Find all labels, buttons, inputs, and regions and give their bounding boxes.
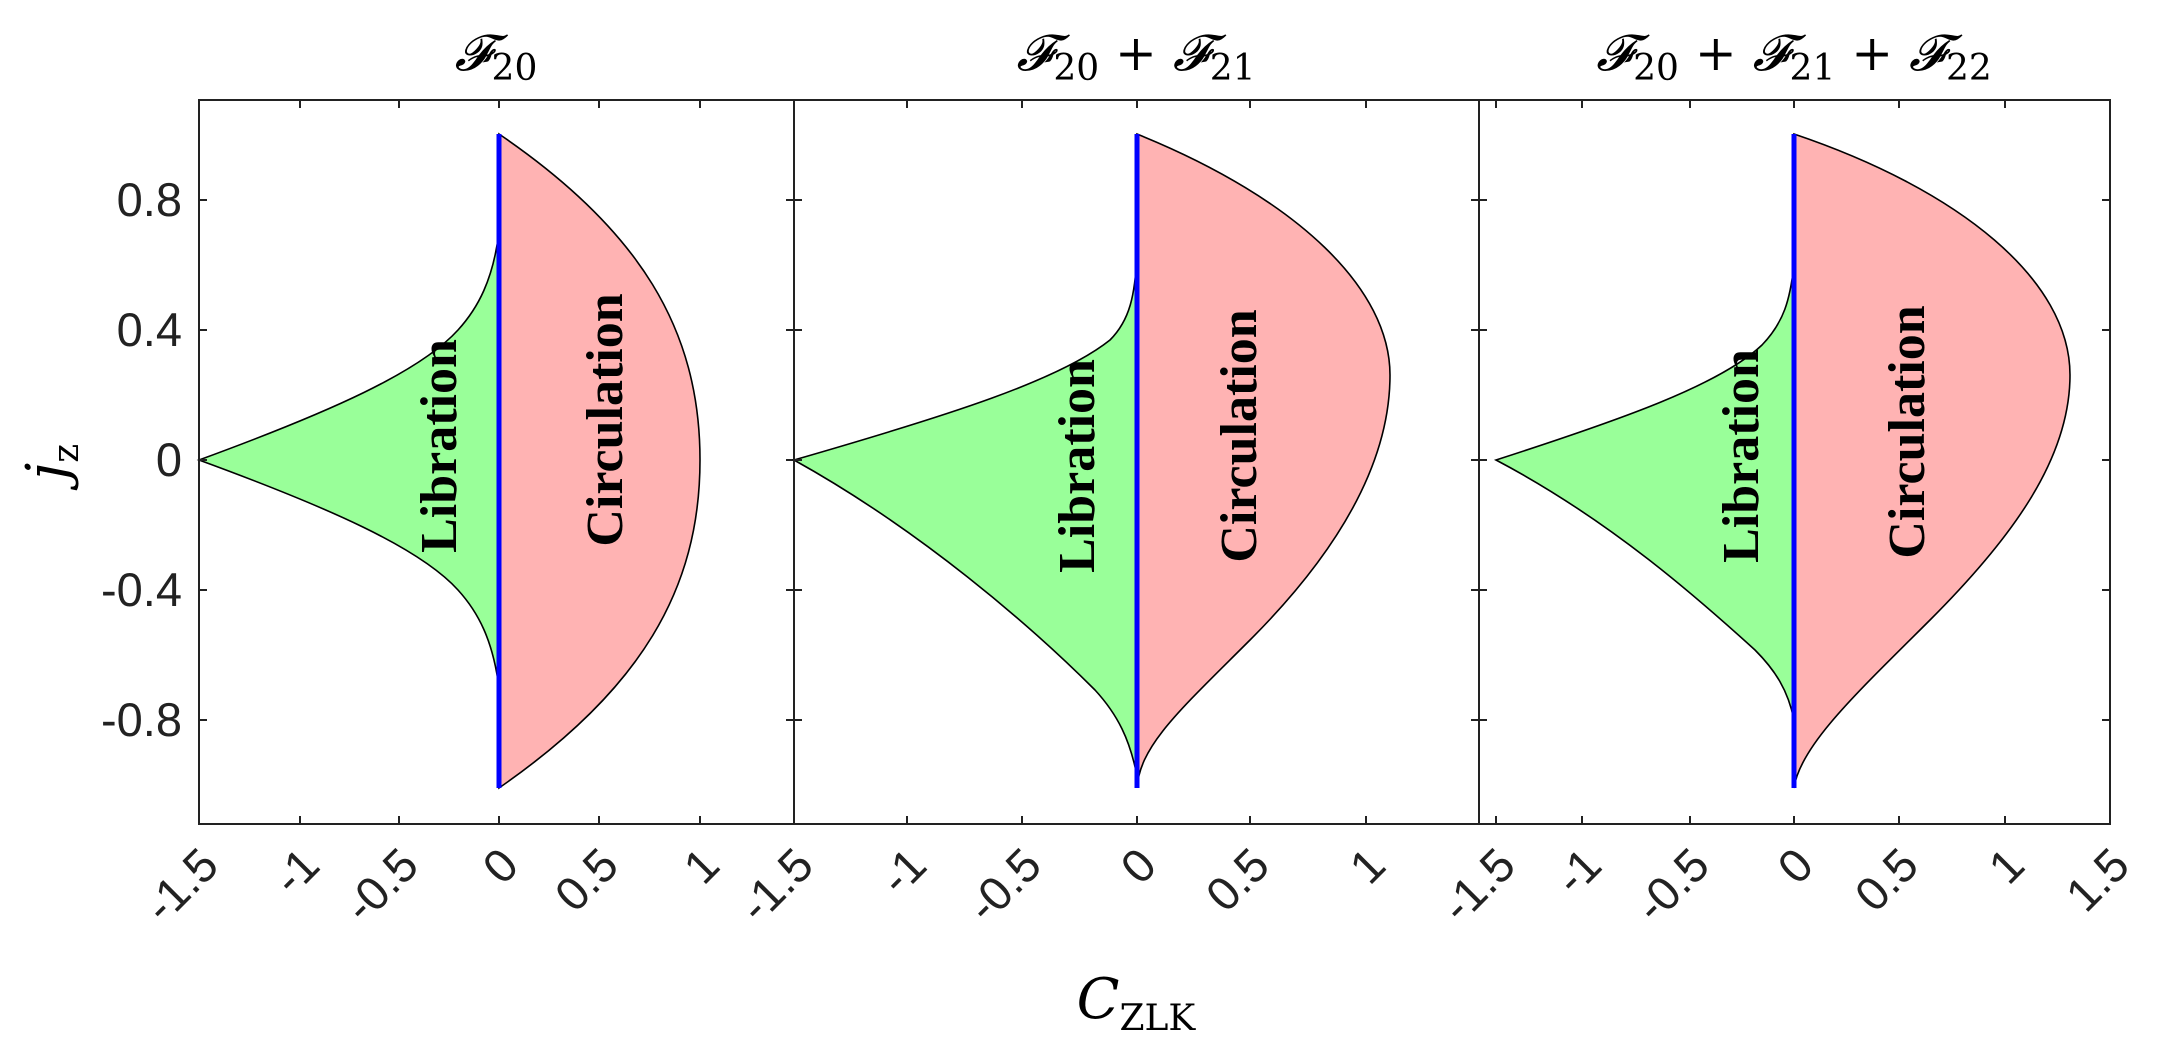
x-tick-label: -1.5 — [728, 838, 823, 933]
title-subscript: 21 — [1790, 48, 1836, 89]
circulation-label: Circulation — [1211, 309, 1268, 562]
x-tick-label: 1 — [673, 838, 729, 894]
x-tick-label: -0.5 — [333, 838, 428, 933]
libration-label: Libration — [1713, 349, 1770, 563]
libration-label: Libration — [411, 339, 468, 553]
title-subscript: 20 — [492, 48, 538, 89]
y-tick-label: -0.4 — [101, 563, 182, 616]
x-tick-label: -1 — [1544, 838, 1611, 905]
x-axis-label: CZLK — [1077, 967, 1197, 1039]
title-subscript: 21 — [1210, 48, 1256, 89]
x-tick-label: 0.5 — [1844, 838, 1928, 922]
x-tick-label: -0.5 — [956, 838, 1051, 933]
libration-label: Libration — [1049, 359, 1106, 573]
x-tick-label: 0.5 — [1195, 838, 1279, 922]
panel-title: 𝓕20 + 𝓕21 + 𝓕22 — [1596, 24, 1992, 89]
x-tick-label: 0.5 — [544, 838, 628, 922]
x-tick-label: 1 — [1339, 838, 1395, 894]
y-axis-symbol: j — [15, 463, 80, 491]
circulation-region — [1793, 132, 2071, 789]
circulation-label: Circulation — [1879, 305, 1936, 558]
y-ticks: -0.8 -0.4 0 0.4 0.8 — [101, 173, 182, 746]
circulation-region — [1136, 132, 1391, 789]
title-subscript: 20 — [1053, 48, 1099, 89]
x-tick-label: 0 — [472, 838, 528, 894]
plus-sign: + — [1835, 24, 1909, 82]
plus-sign: + — [1099, 24, 1173, 82]
circulation-region — [498, 132, 701, 790]
y-tick-label: -0.8 — [101, 693, 182, 746]
x-tick-label: 0 — [1110, 838, 1166, 894]
x-axis-subscript: ZLK — [1120, 998, 1197, 1039]
panel-f20-f21: Libration Circulation 𝓕20 + 𝓕21 -1.5 -1 -0… — [728, 24, 1480, 933]
y-tick-label: 0.4 — [117, 303, 182, 356]
x-tick-label: 1 — [1978, 838, 2034, 894]
x-axis-symbol: C — [1077, 967, 1120, 1032]
y-tick-label: 0 — [156, 433, 182, 486]
panel-f20: Libration Circulation 𝓕20 -1.5 -1 -0.5 0 0.5… — [101, 24, 795, 933]
plus-sign: + — [1679, 24, 1753, 82]
panel-title: 𝓕20 — [455, 24, 538, 89]
x-tick-label: -0.5 — [1624, 838, 1719, 933]
panel-title: 𝓕20 + 𝓕21 — [1016, 24, 1255, 89]
x-tick-label: 0 — [1767, 838, 1823, 894]
title-subscript: 20 — [1633, 48, 1679, 89]
x-tick-label: -1 — [262, 838, 329, 905]
title-subscript: 22 — [1946, 48, 1992, 89]
x-tick-label: -1.5 — [133, 838, 228, 933]
x-tick-label: 1.5 — [2055, 838, 2139, 922]
x-tick-label: -1.5 — [1430, 838, 1525, 933]
y-tick-label: 0.8 — [117, 173, 182, 226]
panel-f20-f21-f22: Libration Circulation 𝓕20 + 𝓕21 + 𝓕22 -1… — [1430, 24, 2139, 932]
x-tick-label: -1 — [869, 838, 936, 905]
y-axis-subscript: z — [46, 444, 87, 463]
circulation-label: Circulation — [577, 293, 634, 546]
y-axis-label: jz — [15, 444, 87, 491]
